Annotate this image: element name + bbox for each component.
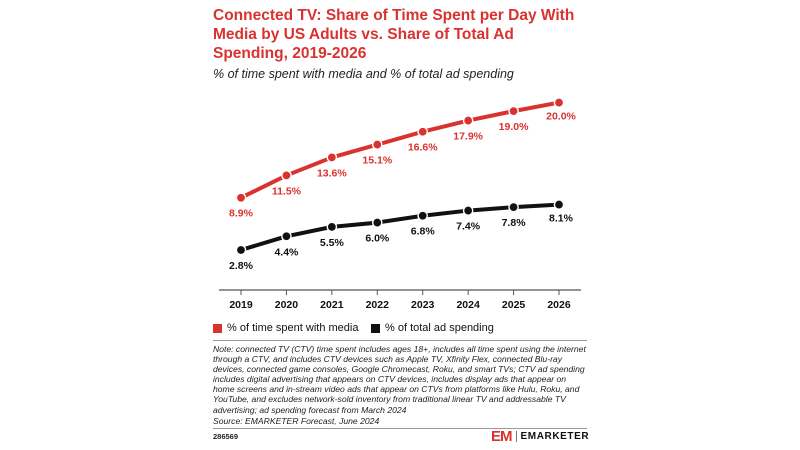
data-point: [417, 210, 429, 222]
footnote: Note: connected TV (CTV) time spent incl…: [213, 344, 586, 415]
data-label: 6.0%: [365, 233, 390, 245]
data-point: [235, 244, 247, 256]
data-label: 4.4%: [274, 246, 299, 258]
legend-label: % of time spent with media: [227, 322, 359, 334]
series-line-2: [239, 202, 561, 252]
data-label: 7.8%: [502, 217, 527, 229]
data-label: 11.5%: [272, 185, 302, 197]
data-label: 5.5%: [320, 237, 345, 249]
divider: [213, 428, 587, 429]
x-tick-label: 2022: [366, 299, 390, 311]
chart-title: Connected TV: Share of Time Spent per Da…: [213, 7, 575, 62]
logo-wordmark: EMARKETER: [520, 431, 590, 442]
data-point: [326, 152, 338, 163]
legend-swatch-black: [371, 323, 380, 333]
source-line: Source: EMARKETER Forecast, June 2024: [213, 416, 380, 426]
data-point: [326, 221, 338, 233]
data-label: 2.8%: [229, 260, 254, 272]
x-tick-label: 2026: [547, 299, 571, 311]
data-label: 16.6%: [408, 142, 438, 154]
data-label: 7.4%: [456, 221, 481, 233]
line-chart: 8.9% 11.5% 13.6% 15.1% 16.6% 17.9% 19.0% 20.0% 2…: [219, 97, 581, 311]
x-tick-label: 2021: [320, 299, 344, 311]
x-tick-label: 2025: [502, 299, 526, 311]
series-line-1: [239, 100, 561, 200]
x-tick-label: 2023: [411, 299, 435, 311]
chart-card: Connected TV: Share of Time Spent per Da…: [209, 0, 591, 450]
data-label: 15.1%: [362, 155, 392, 167]
data-point: [235, 192, 247, 204]
data-point: [281, 170, 292, 181]
data-label: 17.9%: [453, 131, 483, 143]
data-label: 6.8%: [411, 226, 436, 238]
data-point: [508, 105, 519, 117]
x-tick-label: 2020: [275, 299, 299, 311]
data-point: [371, 139, 383, 150]
data-point: [371, 217, 383, 228]
chart-subtitle: % of time spent with media and % of tota…: [213, 67, 514, 81]
x-tick-label: 2019: [229, 299, 253, 311]
legend-item-media-time: % of time spent with media: [213, 322, 358, 334]
divider: [213, 340, 587, 341]
chart-id: 286569: [213, 432, 239, 441]
data-point: [417, 126, 429, 138]
data-label: 20.0%: [546, 111, 576, 123]
data-point: [281, 230, 292, 242]
emarketer-logo: EM EMARKETER: [491, 428, 589, 445]
data-label: 8.1%: [549, 213, 574, 225]
logo-mark: EM: [491, 428, 512, 445]
data-point: [553, 199, 565, 210]
data-point: [553, 97, 565, 108]
legend-item-ad-spending: % of total ad spending: [371, 322, 494, 334]
legend-label: % of total ad spending: [385, 322, 494, 334]
data-point: [462, 205, 474, 216]
data-point: [462, 115, 474, 126]
logo-separator: [515, 431, 517, 442]
data-point: [508, 201, 519, 213]
data-label: 8.9%: [229, 208, 254, 220]
x-tick-label: 2024: [456, 299, 480, 311]
data-label: 19.0%: [499, 121, 529, 133]
data-label: 13.6%: [317, 167, 347, 179]
legend-swatch-red: [213, 323, 222, 333]
